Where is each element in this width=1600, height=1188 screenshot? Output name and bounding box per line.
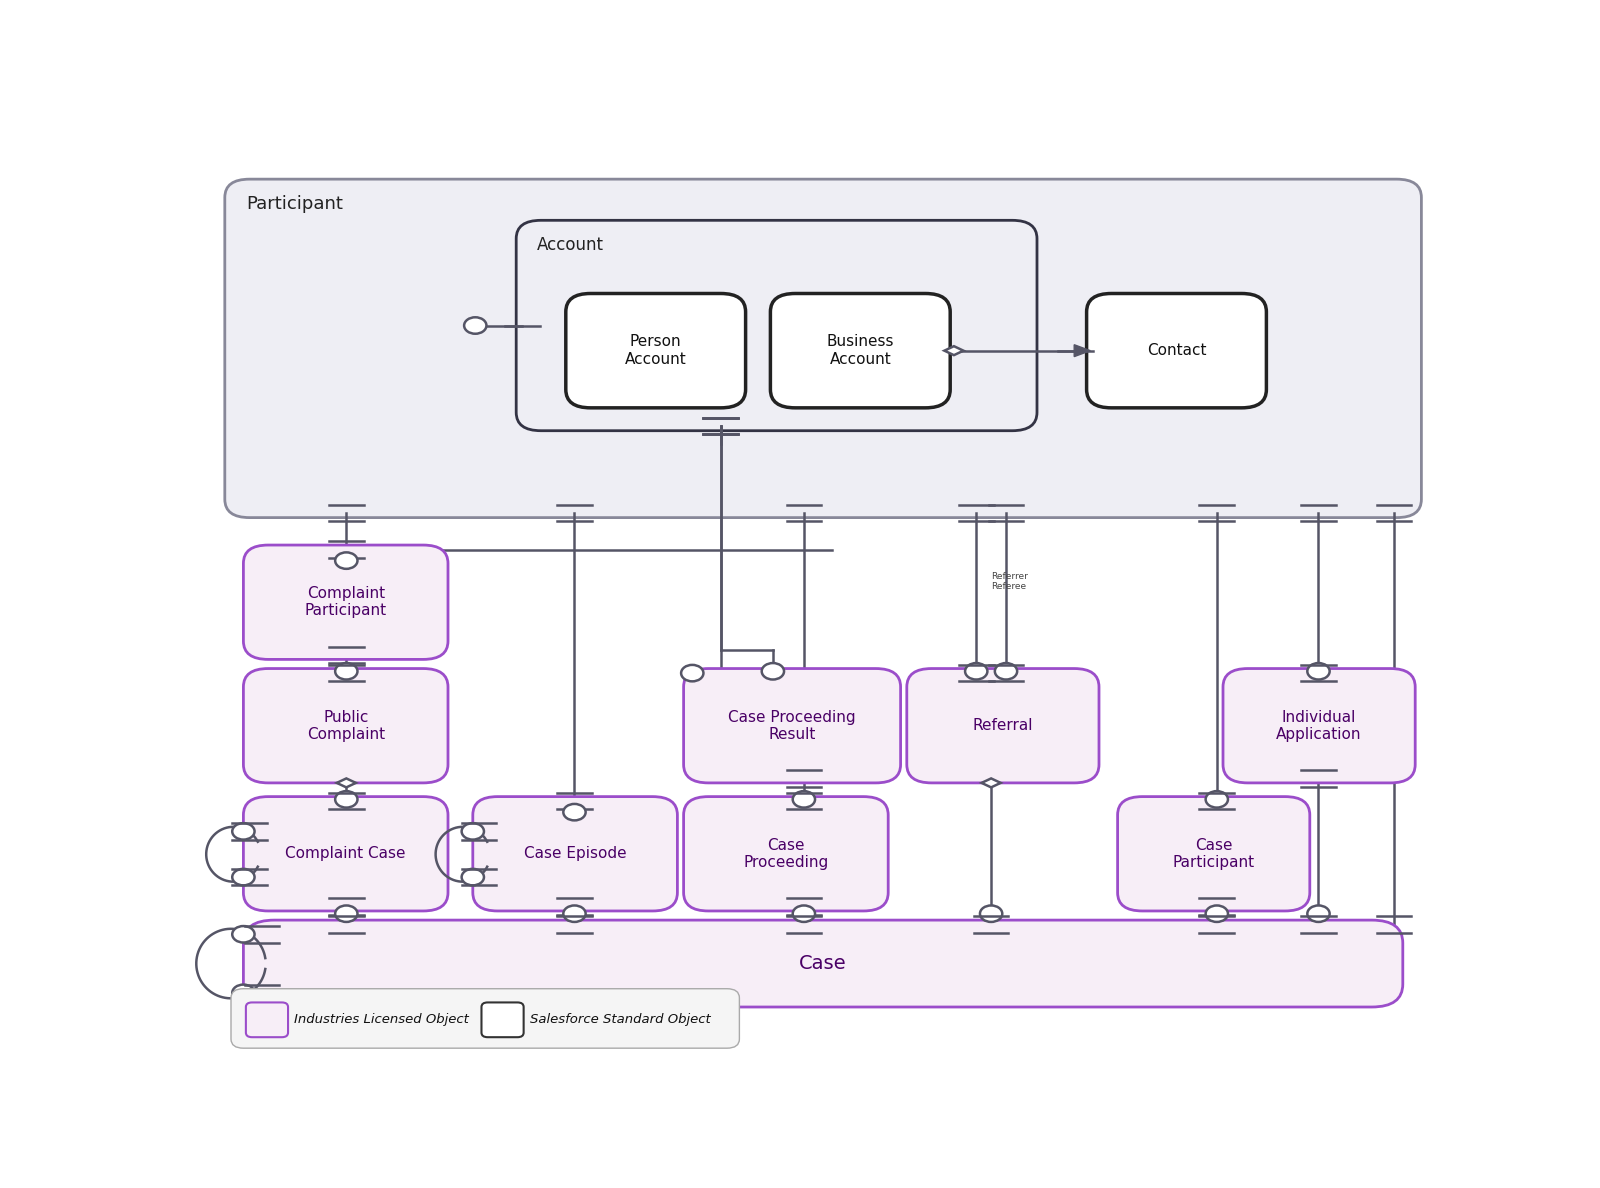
Text: Account: Account [538,236,605,254]
Circle shape [334,552,357,569]
FancyBboxPatch shape [482,1003,523,1037]
Circle shape [995,663,1018,680]
Polygon shape [1074,345,1090,356]
FancyBboxPatch shape [683,797,888,911]
Text: Participant: Participant [246,195,342,213]
Circle shape [1206,791,1227,808]
Circle shape [334,905,357,922]
Text: Person
Account: Person Account [626,335,686,367]
Text: Case Episode: Case Episode [523,846,627,861]
Text: Referral: Referral [973,719,1034,733]
Text: Business
Account: Business Account [827,335,894,367]
Circle shape [563,804,586,821]
FancyBboxPatch shape [907,669,1099,783]
Circle shape [232,823,254,840]
Circle shape [232,868,254,885]
Text: Industries Licensed Object: Industries Licensed Object [294,1013,469,1026]
Circle shape [792,905,814,922]
Text: Complaint
Participant: Complaint Participant [304,586,387,619]
Circle shape [1206,905,1227,922]
Circle shape [334,791,357,808]
Circle shape [334,663,357,680]
FancyBboxPatch shape [243,920,1403,1007]
Circle shape [1307,905,1330,922]
Text: Case
Proceeding: Case Proceeding [744,838,829,870]
Text: Case Proceeding
Result: Case Proceeding Result [728,709,856,742]
FancyBboxPatch shape [224,179,1421,518]
FancyBboxPatch shape [243,797,448,911]
Circle shape [762,663,784,680]
FancyBboxPatch shape [517,220,1037,431]
Circle shape [232,985,254,1001]
Text: Case: Case [800,954,846,973]
Circle shape [462,868,483,885]
Circle shape [965,663,987,680]
Polygon shape [336,778,355,788]
FancyBboxPatch shape [1222,669,1416,783]
Circle shape [232,927,254,942]
Circle shape [682,665,704,682]
FancyBboxPatch shape [246,1003,288,1037]
Text: Complaint Case: Complaint Case [285,846,406,861]
FancyBboxPatch shape [566,293,746,407]
FancyBboxPatch shape [474,797,677,911]
FancyBboxPatch shape [1117,797,1310,911]
Circle shape [462,823,483,840]
FancyBboxPatch shape [1086,293,1267,407]
Circle shape [464,317,486,334]
Text: Individual
Application: Individual Application [1277,709,1362,742]
Polygon shape [981,778,1000,788]
FancyBboxPatch shape [230,988,739,1048]
FancyBboxPatch shape [683,669,901,783]
FancyBboxPatch shape [771,293,950,407]
Polygon shape [944,346,963,355]
Text: Contact: Contact [1147,343,1206,358]
Text: Referrer
Referee: Referrer Referee [990,571,1027,592]
Text: Salesforce Standard Object: Salesforce Standard Object [530,1013,710,1026]
Circle shape [979,905,1002,922]
FancyBboxPatch shape [243,545,448,659]
Text: Public
Complaint: Public Complaint [307,709,384,742]
Circle shape [792,791,814,808]
Text: Case
Participant: Case Participant [1173,838,1254,870]
FancyBboxPatch shape [243,669,448,783]
Circle shape [1307,663,1330,680]
Circle shape [563,905,586,922]
